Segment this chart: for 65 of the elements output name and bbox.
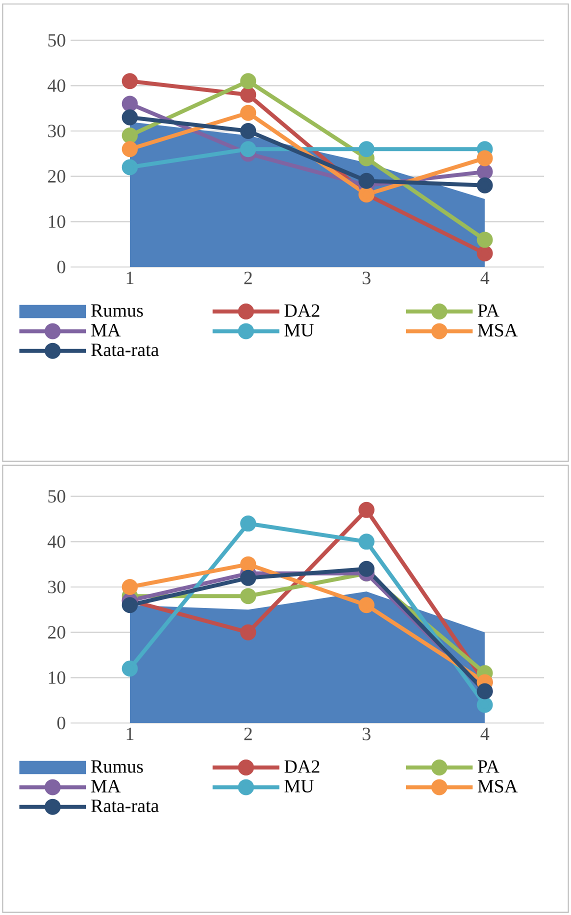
point xyxy=(240,556,256,572)
legend-label: MSA xyxy=(478,324,518,337)
y-tick-label: 50 xyxy=(48,34,66,47)
point xyxy=(240,624,256,640)
point xyxy=(476,150,493,166)
point xyxy=(122,128,138,144)
legend-label: MSA xyxy=(478,780,518,793)
point xyxy=(358,502,374,518)
y-tick-label: 40 xyxy=(48,535,66,548)
point xyxy=(122,141,138,158)
legend-label: DA2 xyxy=(284,304,320,317)
y-tick-label: 50 xyxy=(48,490,66,503)
point xyxy=(358,534,374,550)
point xyxy=(122,159,138,176)
point xyxy=(358,141,374,158)
point xyxy=(358,597,374,614)
x-tick-label: 1 xyxy=(126,272,134,284)
point xyxy=(122,660,138,677)
y-tick-label: 10 xyxy=(48,671,66,684)
y-tick-label: 20 xyxy=(48,170,66,183)
point xyxy=(122,96,138,112)
point xyxy=(240,104,256,121)
x-tick-label: 3 xyxy=(362,272,370,284)
point xyxy=(240,141,256,158)
legend-label: MU xyxy=(284,324,314,337)
y-tick-label: 10 xyxy=(48,215,66,228)
point xyxy=(476,232,493,248)
legend-label: PA xyxy=(478,304,500,317)
point xyxy=(476,696,493,713)
legend-label: MA xyxy=(91,324,121,336)
point xyxy=(476,245,493,262)
legend-label: MU xyxy=(284,780,314,792)
x-tick-label: 4 xyxy=(480,728,490,740)
y-tick-label: 40 xyxy=(48,79,66,92)
legend-label: MA xyxy=(91,780,121,792)
y-tick-label: 30 xyxy=(48,580,66,594)
point xyxy=(240,73,256,90)
point xyxy=(122,579,138,595)
x-tick-label: 4 xyxy=(480,272,490,284)
x-tick-label: 1 xyxy=(126,728,134,740)
y-tick-label: 20 xyxy=(48,626,66,639)
point xyxy=(240,123,256,139)
legend-label: Rumus xyxy=(91,760,143,773)
legend-label: Rata-rata xyxy=(91,800,159,812)
point xyxy=(122,109,138,126)
x-tick-label: 3 xyxy=(362,728,370,740)
y-tick-label: 0 xyxy=(57,716,66,730)
point xyxy=(122,597,138,614)
point xyxy=(240,86,256,103)
point xyxy=(240,516,256,532)
legend-label: Rumus xyxy=(91,304,143,317)
y-tick-label: 0 xyxy=(57,260,66,274)
legend-label: DA2 xyxy=(284,760,320,773)
x-tick-label: 2 xyxy=(244,728,252,740)
point xyxy=(476,164,493,180)
point xyxy=(358,172,374,189)
y-tick-label: 30 xyxy=(48,124,66,138)
point xyxy=(240,588,256,604)
legend-label: Rata-rata xyxy=(91,344,159,356)
point xyxy=(358,560,374,577)
point xyxy=(240,570,256,586)
legend-label: PA xyxy=(478,760,500,773)
point xyxy=(476,177,493,194)
point xyxy=(122,73,138,90)
x-tick-label: 2 xyxy=(244,272,252,284)
